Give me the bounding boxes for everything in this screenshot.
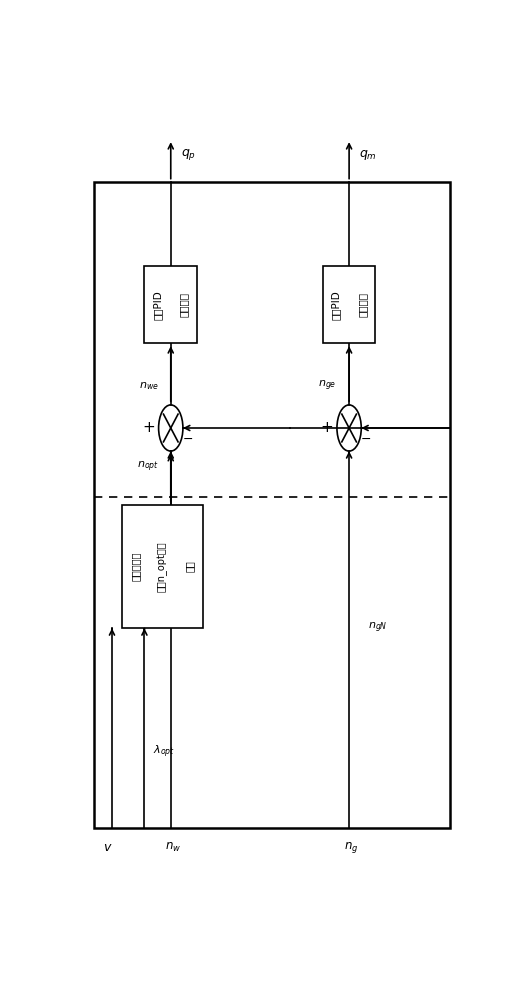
Text: −: − (361, 433, 371, 446)
Text: 数字PID: 数字PID (331, 290, 341, 320)
Text: $n_{opt}$: $n_{opt}$ (138, 459, 160, 474)
Text: 程序: 程序 (185, 561, 195, 572)
Text: $n_{we}$: $n_{we}$ (139, 380, 158, 392)
Text: +: + (321, 420, 333, 436)
Text: 速求n_opt计算: 速求n_opt计算 (157, 541, 168, 592)
Text: $q_p$: $q_p$ (181, 147, 196, 162)
Text: 数字PID: 数字PID (153, 290, 163, 320)
Text: $n_{gN}$: $n_{gN}$ (368, 621, 387, 635)
FancyBboxPatch shape (94, 182, 450, 828)
Text: 控制算法: 控制算法 (179, 292, 189, 317)
Text: −: − (183, 433, 193, 446)
Text: $n_w$: $n_w$ (165, 841, 181, 854)
Text: $q_m$: $q_m$ (359, 148, 377, 162)
Text: $n_{ge}$: $n_{ge}$ (317, 378, 336, 393)
Text: $n_g$: $n_g$ (344, 840, 358, 855)
Text: 风轮最佳转: 风轮最佳转 (131, 552, 141, 581)
Text: 控制算法: 控制算法 (357, 292, 367, 317)
FancyBboxPatch shape (122, 505, 203, 628)
FancyBboxPatch shape (323, 266, 376, 343)
Text: +: + (142, 420, 155, 436)
FancyBboxPatch shape (144, 266, 197, 343)
Text: $v$: $v$ (103, 841, 113, 854)
Text: $\lambda_{opt}$: $\lambda_{opt}$ (153, 743, 175, 760)
